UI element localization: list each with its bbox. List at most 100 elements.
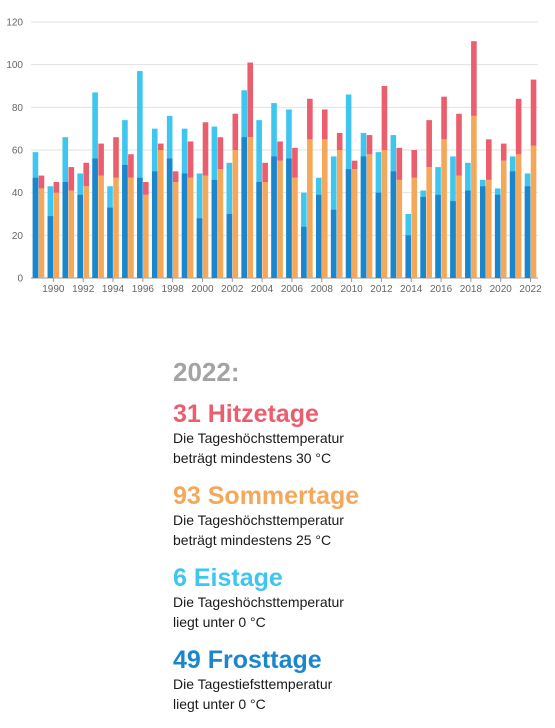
- y-tick-label: 100: [6, 60, 23, 71]
- y-tick-label: 40: [12, 188, 24, 199]
- x-tick-label: 2018: [460, 284, 483, 295]
- bar-sommertage-2015: [426, 167, 432, 278]
- bar-hitzetage-2000: [202, 122, 209, 176]
- eistage-headline: 6 Eistage: [173, 564, 283, 592]
- bar-sommertage-1993: [98, 175, 104, 278]
- x-tick-label: 2020: [490, 284, 513, 295]
- bar-hitzetage-2014: [411, 150, 418, 178]
- bar-frosttage-2007: [301, 226, 307, 278]
- x-tick-label: 1994: [102, 284, 125, 295]
- bar-hitzetage-2013: [396, 147, 403, 180]
- summary-year-label: 2022:: [173, 357, 240, 387]
- bar-hitzetage-1998: [172, 171, 179, 182]
- bar-frosttage-2021: [509, 171, 516, 278]
- bar-hitzetage-2020: [500, 143, 507, 161]
- hitzetage-description: Die Tageshöchsttemperatur beträgt mindes…: [173, 430, 344, 466]
- y-tick-label: 80: [12, 103, 24, 114]
- bar-hitzetage-1992: [83, 162, 89, 187]
- bar-sommertage-2021: [515, 154, 522, 278]
- x-tick-label: 2016: [430, 284, 453, 295]
- bar-hitzetage-1989: [38, 175, 45, 189]
- bar-sommertage-1991: [68, 190, 75, 278]
- bar-frosttage-2006: [286, 158, 292, 278]
- bar-hitzetage-2011: [366, 135, 373, 155]
- bar-sommertage-2008: [321, 139, 328, 278]
- x-tick-label: 1992: [72, 284, 95, 295]
- bar-sommertage-1995: [128, 177, 134, 278]
- sommertage-description: Die Tageshöchsttemperatur beträgt mindes…: [173, 512, 344, 548]
- x-tick-label: 2012: [370, 284, 393, 295]
- bar-sommertage-2013: [396, 179, 403, 278]
- bar-hitzetage-2006: [292, 147, 298, 178]
- bar-hitzetage-1993: [98, 143, 104, 176]
- x-tick-label: 2010: [340, 284, 363, 295]
- bar-hitzetage-1994: [113, 137, 119, 178]
- bar-frosttage-2013: [390, 171, 397, 278]
- bar-frosttage-1993: [92, 158, 98, 278]
- bar-sommertage-2017: [456, 175, 462, 278]
- bar-frosttage-1992: [77, 194, 83, 278]
- bar-frosttage-1997: [151, 171, 158, 278]
- bar-sommertage-2000: [202, 175, 209, 278]
- bar-sommertage-2010: [351, 169, 358, 278]
- bar-sommertage-1997: [157, 150, 164, 278]
- bar-frosttage-2015: [420, 196, 426, 278]
- frosttage-description: Die Tagestiefsttemperatur liegt unter 0 …: [173, 676, 333, 712]
- bar-frosttage-1996: [137, 177, 143, 278]
- bar-sommertage-2022: [530, 145, 537, 278]
- bar-frosttage-1999: [181, 173, 188, 278]
- bar-frosttage-2016: [435, 194, 441, 278]
- bar-sommertage-2019: [486, 179, 492, 278]
- bar-sommertage-2012: [381, 150, 388, 278]
- bar-hitzetage-2002: [232, 113, 239, 150]
- bar-sommertage-2004: [262, 182, 268, 278]
- bar-frosttage-2019: [480, 186, 486, 278]
- bar-frosttage-1995: [122, 164, 128, 278]
- bar-hitzetage-2012: [381, 86, 388, 150]
- bar-hitzetage-2021: [515, 98, 522, 155]
- bar-frosttage-2009: [330, 209, 337, 278]
- bar-sommertage-2009: [336, 150, 343, 278]
- bar-sommertage-2002: [232, 150, 239, 278]
- bar-sommertage-1990: [53, 192, 60, 278]
- x-tick-label: 2008: [311, 284, 334, 295]
- bar-sommertage-1998: [172, 182, 179, 278]
- bar-hitzetage-2005: [277, 141, 283, 161]
- bar-hitzetage-2018: [471, 41, 477, 116]
- x-tick-label: 1998: [162, 284, 185, 295]
- summary-eistage: 6 Eistage Die Tageshöchsttemperatur lieg…: [173, 564, 393, 632]
- climate-days-bar-chart: 0 20 40 60 80 100 120 1990 1992 1994 1996 1998 2000 2…: [6, 18, 542, 296]
- sommertage-headline: 93 Sommertage: [173, 482, 360, 510]
- bar-sommertage-2003: [247, 137, 254, 278]
- bar-frosttage-2008: [315, 194, 322, 278]
- summary-sommertage: 93 Sommertage Die Tageshöchsttemperatur …: [173, 482, 393, 550]
- eistage-description: Die Tageshöchsttemperatur liegt unter 0 …: [173, 594, 344, 630]
- bar-sommertage-2005: [277, 160, 283, 278]
- bar-hitzetage-2010: [351, 160, 358, 170]
- x-tick-label: 2006: [281, 284, 304, 295]
- bar-frosttage-1998: [166, 158, 173, 278]
- bar-eistage-1996: [137, 71, 143, 278]
- y-tick-label: 60: [12, 146, 24, 157]
- bar-sommertage-1992: [83, 186, 89, 278]
- bar-hitzetage-1990: [53, 182, 60, 193]
- bar-hitzetage-1997: [157, 143, 164, 150]
- bar-hitzetage-2017: [456, 113, 462, 176]
- bar-sommertage-2020: [500, 160, 507, 278]
- bar-hitzetage-2009: [336, 132, 343, 150]
- bar-frosttage-2011: [360, 156, 367, 278]
- bar-sommertage-1996: [143, 194, 149, 278]
- bar-hitzetage-2007: [307, 98, 313, 140]
- x-tick-label: 2014: [400, 284, 423, 295]
- bar-frosttage-1990: [47, 216, 54, 278]
- bar-frosttage-1994: [107, 207, 113, 278]
- x-tick-label: 2000: [191, 284, 214, 295]
- bar-hitzetage-2008: [321, 109, 328, 140]
- bar-hitzetage-1996: [143, 182, 149, 195]
- bar-sommertage-2018: [471, 115, 477, 278]
- bar-sommertage-1989: [38, 188, 45, 278]
- summary-hitzetage: 31 Hitzetage Die Tageshöchsttemperatur b…: [173, 400, 393, 468]
- frosttage-headline: 49 Frosttage: [173, 646, 322, 674]
- x-tick-label: 2002: [221, 284, 244, 295]
- hitzetage-headline: 31 Hitzetage: [173, 400, 319, 428]
